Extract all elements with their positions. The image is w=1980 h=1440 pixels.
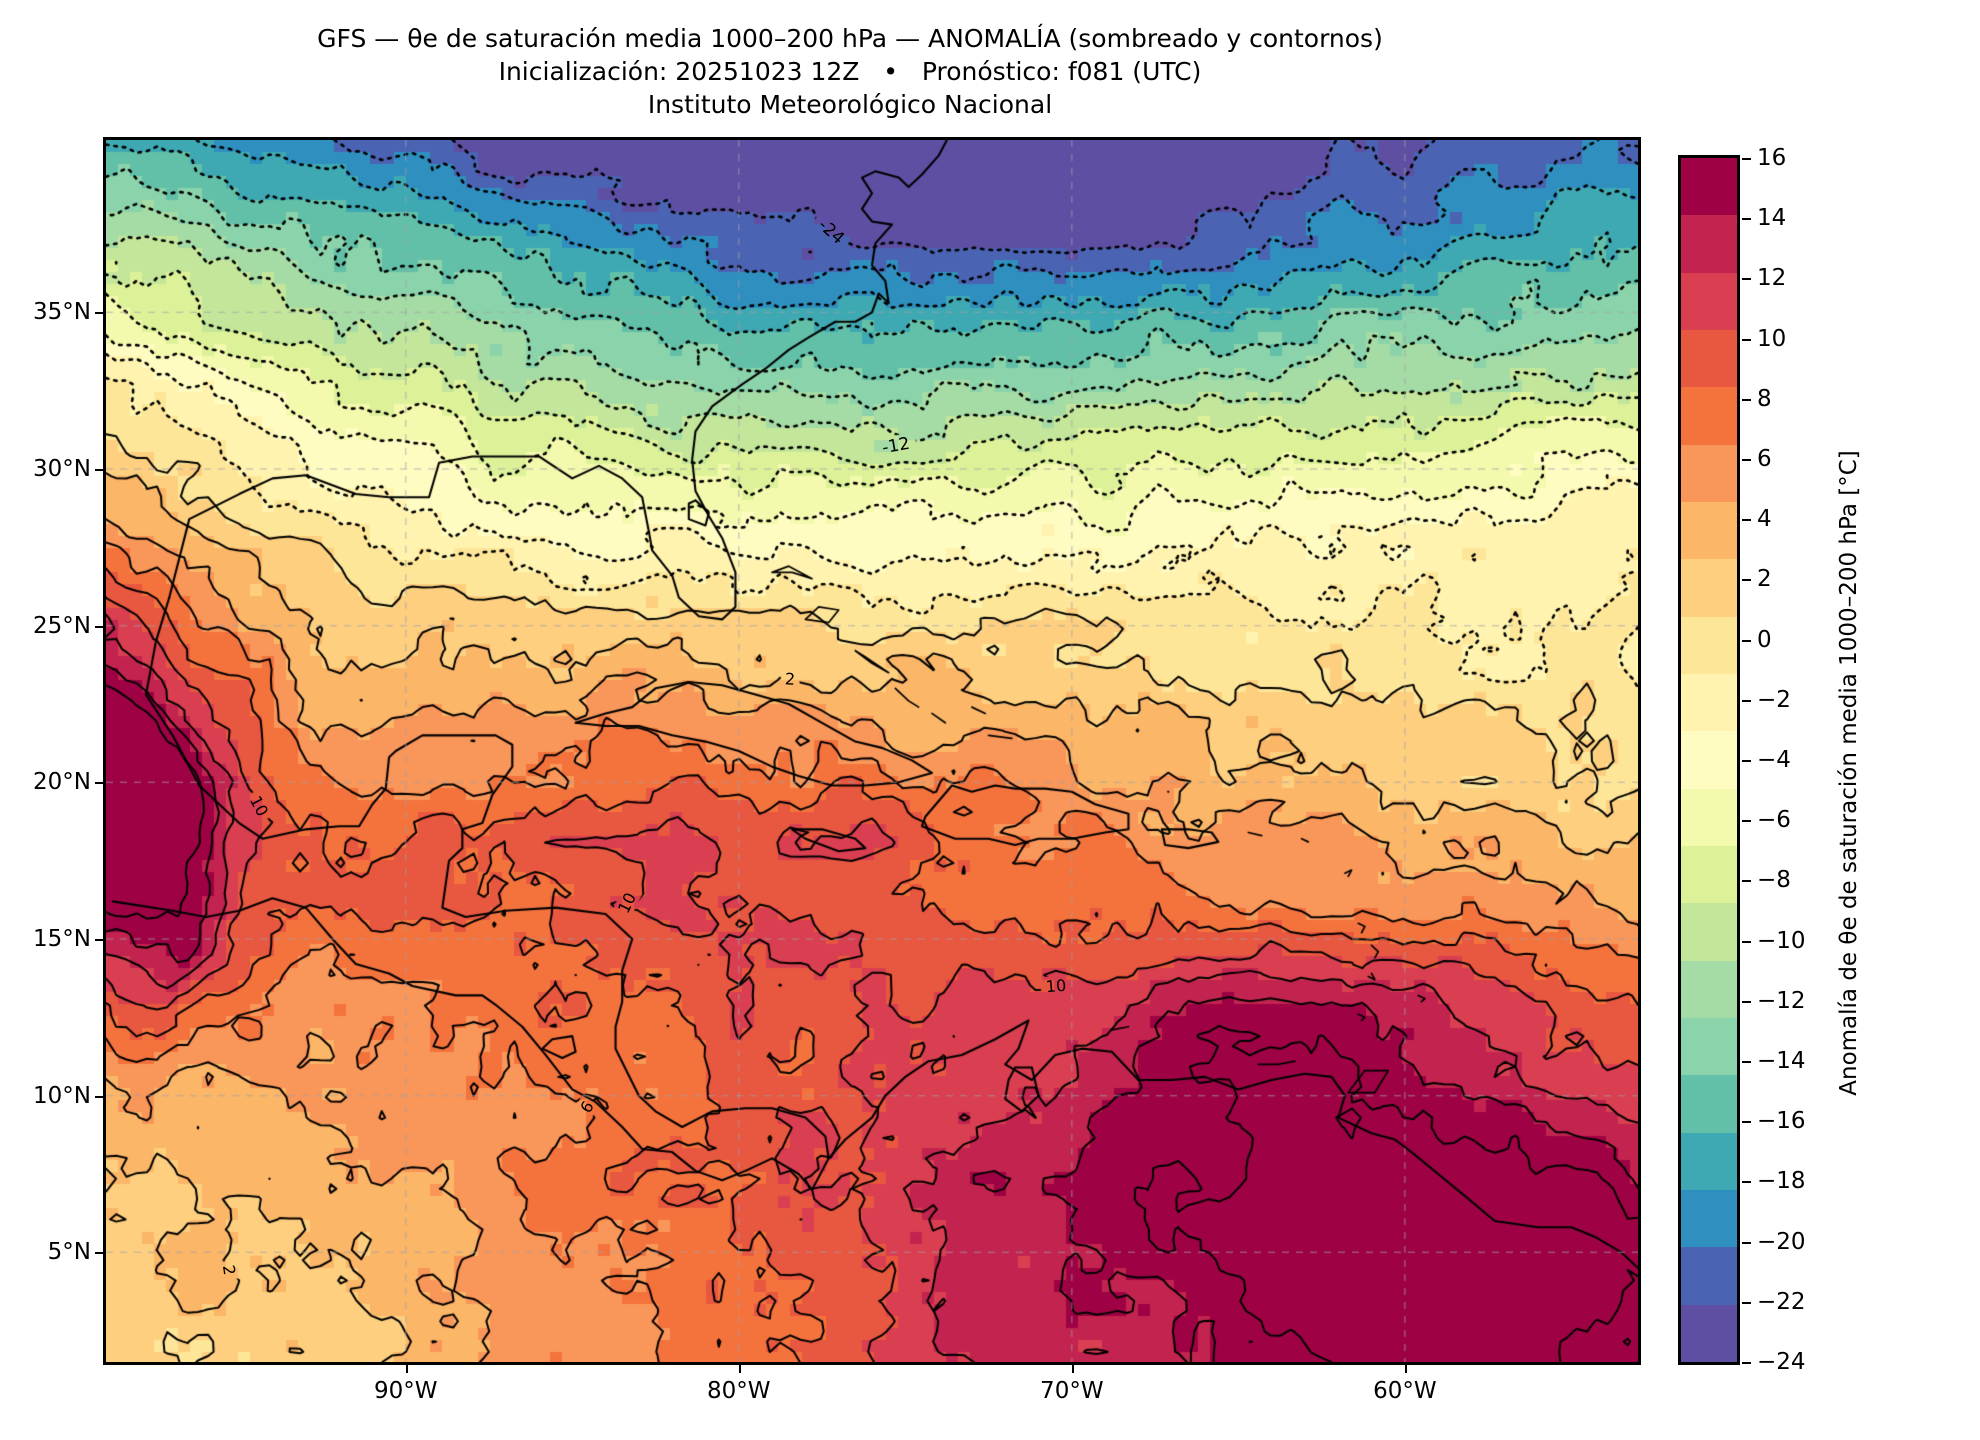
colorbar-tick	[1742, 699, 1751, 702]
y-tick-mark	[95, 782, 103, 785]
colorbar-segment	[1681, 1075, 1737, 1133]
colorbar-segment	[1681, 673, 1737, 732]
colorbar-segment	[1681, 329, 1737, 388]
x-tick-label: 60°W	[1373, 1378, 1437, 1404]
colorbar-tick-label: −22	[1757, 1288, 1806, 1315]
colorbar-tick	[1742, 1061, 1751, 1063]
x-tick-mark	[1071, 1365, 1074, 1373]
colorbar-segment	[1681, 272, 1737, 330]
colorbar-tick	[1742, 1241, 1751, 1244]
colorbar-tick	[1742, 519, 1751, 522]
y-tick-label: 30°N	[33, 456, 91, 482]
colorbar-tick	[1742, 1181, 1751, 1184]
colorbar-tick-label: −14	[1757, 1048, 1806, 1074]
colorbar-tick-label: 2	[1757, 566, 1772, 593]
colorbar-tick	[1742, 338, 1751, 341]
colorbar-segment	[1681, 158, 1737, 216]
colorbar-segment	[1681, 1132, 1737, 1190]
colorbar-tick	[1742, 760, 1751, 762]
colorbar-tick-label: −20	[1757, 1228, 1806, 1255]
colorbar-tick	[1742, 880, 1751, 883]
colorbar-segment	[1681, 444, 1737, 502]
colorbar-tick	[1742, 639, 1751, 642]
x-tick-label: 90°W	[373, 1378, 438, 1404]
colorbar-tick	[1742, 1000, 1751, 1003]
contour-label: 10	[1044, 975, 1067, 997]
colorbar-segment	[1681, 1189, 1737, 1248]
map-plot-area: -24 -12 2 2 6 10 10 10	[103, 137, 1641, 1365]
colorbar-segment	[1681, 1304, 1737, 1362]
colorbar-segment	[1681, 501, 1737, 560]
x-tick-mark	[405, 1365, 408, 1373]
contour-label: -12	[880, 433, 912, 458]
y-tick-mark	[95, 312, 103, 315]
colorbar-tick	[1742, 579, 1751, 582]
colorbar-tick	[1742, 158, 1751, 160]
colorbar-segment	[1681, 215, 1737, 273]
x-tick-label: 70°W	[1040, 1378, 1104, 1404]
y-tick-label: 25°N	[33, 612, 91, 639]
colorbar-tick-label: −8	[1757, 867, 1791, 894]
colorbar-segment	[1681, 616, 1737, 674]
colorbar-tick	[1742, 940, 1751, 943]
colorbar-tick-label: 8	[1757, 385, 1772, 412]
colorbar-segment	[1681, 845, 1737, 904]
colorbar-tick-label: −12	[1757, 987, 1806, 1014]
colorbar-tick-label: −18	[1757, 1168, 1806, 1195]
colorbar-tick-label: 6	[1757, 446, 1772, 472]
colorbar-tick-label: 10	[1757, 325, 1787, 352]
chart-subtitle: Inicialización: 20251023 12Z • Pronóstic…	[498, 57, 1202, 86]
gridline-layer	[106, 140, 1638, 1362]
colorbar-tick-label: 16	[1757, 145, 1787, 171]
colorbar	[1678, 155, 1740, 1365]
y-tick-mark	[95, 469, 103, 471]
colorbar-tick	[1742, 398, 1751, 401]
colorbar-tick	[1742, 218, 1751, 221]
chart-title: GFS — θe de saturación media 1000–200 hP…	[317, 24, 1383, 53]
colorbar-tick	[1742, 1121, 1751, 1124]
contour-label: 2	[784, 669, 796, 689]
colorbar-segment	[1681, 731, 1737, 789]
colorbar-tick	[1742, 1362, 1751, 1364]
y-tick-label: 10°N	[33, 1082, 91, 1109]
x-tick-mark	[738, 1365, 741, 1373]
colorbar-title: Anomalía de θe de saturación media 1000–…	[1836, 450, 1862, 1096]
colorbar-tick-label: −16	[1757, 1108, 1806, 1135]
chart-institution: Instituto Meteorológico Nacional	[647, 90, 1053, 119]
x-tick-label: 80°W	[707, 1378, 771, 1404]
colorbar-tick	[1742, 459, 1751, 461]
colorbar-tick-label: 14	[1757, 205, 1787, 232]
x-tick-mark	[1404, 1365, 1407, 1373]
y-tick-mark	[95, 625, 103, 628]
colorbar-tick-label: 4	[1757, 506, 1772, 533]
colorbar-tick-label: 12	[1757, 265, 1787, 292]
colorbar-tick	[1742, 1301, 1751, 1304]
y-tick-mark	[95, 1252, 103, 1255]
colorbar-tick	[1742, 820, 1751, 823]
y-tick-mark	[95, 1095, 103, 1098]
colorbar-segment	[1681, 387, 1737, 445]
y-tick-label: 35°N	[33, 299, 91, 326]
colorbar-segment	[1681, 559, 1737, 617]
colorbar-tick-label: 0	[1757, 626, 1772, 653]
y-tick-label: 15°N	[33, 926, 91, 952]
colorbar-tick-label: −6	[1757, 807, 1791, 834]
colorbar-tick-label: −2	[1757, 686, 1791, 713]
colorbar-tick-label: −4	[1757, 747, 1791, 773]
colorbar-segment	[1681, 903, 1737, 961]
title-block: GFS — θe de saturación media 1000–200 hP…	[0, 22, 1700, 121]
colorbar-segment	[1681, 960, 1737, 1018]
y-tick-label: 20°N	[33, 769, 91, 796]
y-tick-mark	[95, 939, 103, 941]
colorbar-segment	[1681, 1017, 1737, 1076]
colorbar-tick-label: −24	[1757, 1349, 1806, 1375]
colorbar-tick-label: −10	[1757, 927, 1806, 954]
colorbar-segment	[1681, 788, 1737, 846]
colorbar-tick	[1742, 278, 1751, 281]
colorbar-segment	[1681, 1247, 1737, 1305]
y-tick-label: 5°N	[47, 1239, 91, 1266]
